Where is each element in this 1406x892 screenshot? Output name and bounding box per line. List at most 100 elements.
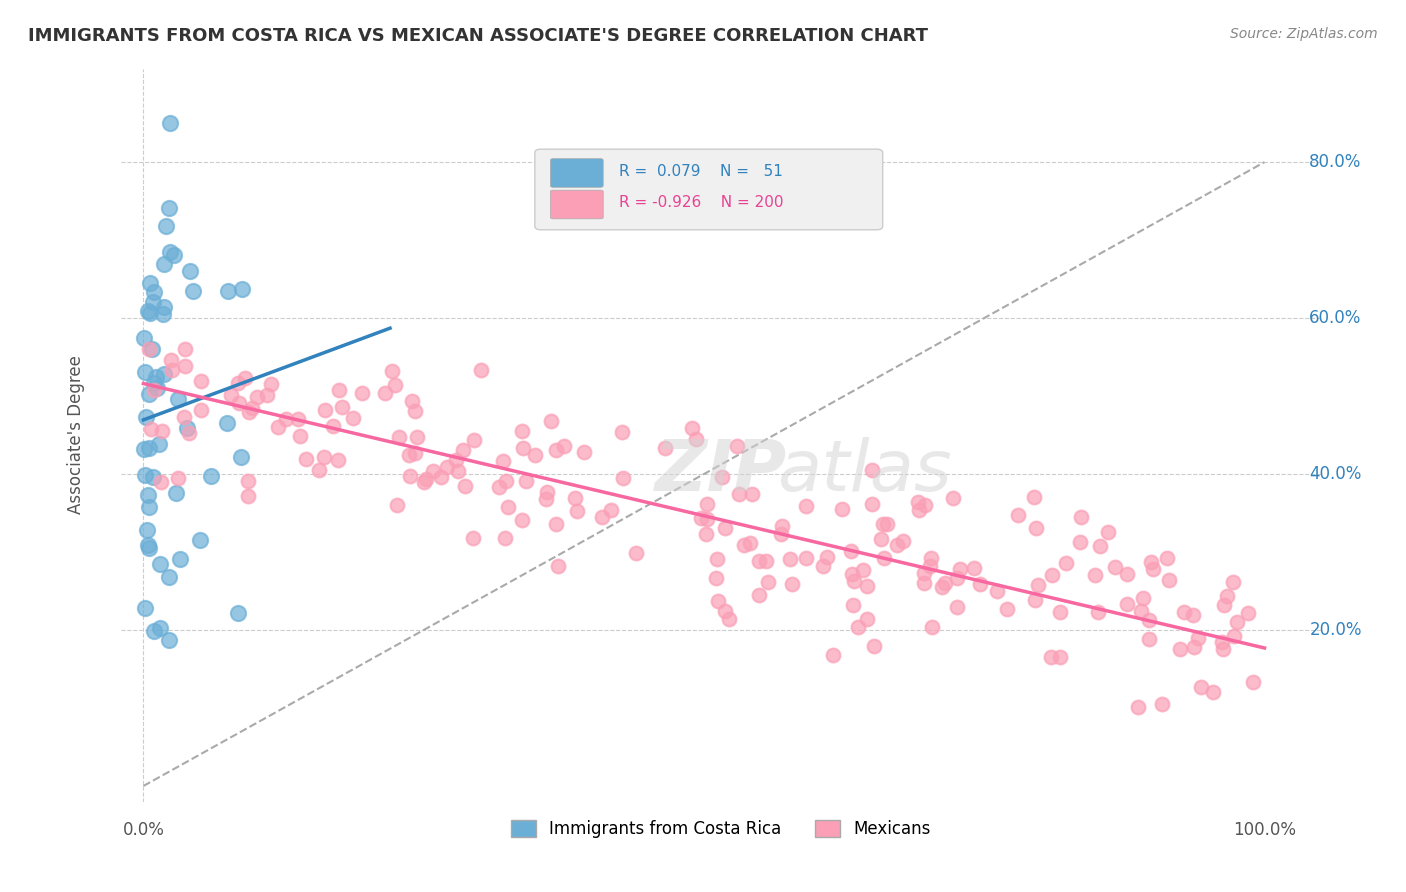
- Point: [1028, 578, 1050, 592]
- Point: [1049, 605, 1071, 619]
- Point: [142, 383, 165, 397]
- Point: [1137, 632, 1160, 647]
- Point: [256, 387, 278, 401]
- Point: [821, 648, 844, 662]
- Point: [352, 386, 374, 401]
- Point: [166, 471, 188, 485]
- Point: [451, 442, 474, 457]
- Text: Associate's Degree: Associate's Degree: [67, 356, 86, 515]
- Point: [846, 619, 869, 633]
- Point: [891, 534, 914, 549]
- Point: [794, 499, 817, 513]
- Point: [1189, 680, 1212, 694]
- Point: [406, 430, 429, 444]
- Point: [912, 576, 935, 591]
- Point: [295, 451, 318, 466]
- Point: [190, 374, 212, 388]
- Point: [387, 498, 409, 512]
- Point: [148, 436, 170, 450]
- Point: [510, 513, 533, 527]
- Point: [553, 439, 575, 453]
- Point: [794, 551, 817, 566]
- Point: [401, 393, 423, 408]
- Point: [173, 359, 195, 374]
- Text: ZIP: ZIP: [655, 437, 787, 506]
- Point: [1222, 574, 1244, 589]
- Point: [907, 495, 929, 509]
- Point: [536, 492, 558, 507]
- Point: [236, 489, 259, 503]
- Point: [138, 276, 160, 290]
- Point: [1116, 597, 1139, 611]
- Point: [142, 469, 165, 483]
- Point: [728, 487, 751, 501]
- Point: [1054, 557, 1077, 571]
- Point: [963, 561, 986, 575]
- Point: [780, 577, 803, 591]
- Point: [463, 433, 485, 447]
- Point: [413, 475, 436, 490]
- Point: [138, 500, 160, 514]
- Point: [564, 491, 586, 505]
- Point: [713, 521, 735, 535]
- Point: [779, 551, 801, 566]
- Point: [1040, 568, 1063, 582]
- Point: [328, 383, 350, 397]
- Point: [1132, 591, 1154, 606]
- Point: [134, 442, 156, 457]
- Point: [136, 488, 159, 502]
- Point: [711, 469, 734, 483]
- Text: 80.0%: 80.0%: [1309, 153, 1362, 171]
- Point: [174, 343, 197, 357]
- Point: [1202, 685, 1225, 699]
- Point: [886, 538, 908, 552]
- Point: [969, 577, 991, 591]
- Point: [314, 403, 336, 417]
- Point: [136, 538, 159, 552]
- Point: [444, 453, 467, 467]
- Text: 60.0%: 60.0%: [1309, 309, 1362, 327]
- Point: [689, 510, 711, 524]
- Point: [190, 402, 212, 417]
- Point: [515, 474, 537, 488]
- Point: [233, 370, 256, 384]
- Point: [510, 424, 533, 438]
- Point: [231, 282, 253, 296]
- Point: [381, 364, 404, 378]
- Point: [931, 580, 953, 594]
- Point: [1007, 508, 1029, 522]
- Point: [173, 409, 195, 424]
- Point: [240, 401, 263, 416]
- Point: [145, 370, 167, 384]
- Point: [704, 571, 727, 585]
- Point: [150, 424, 173, 438]
- Point: [934, 575, 956, 590]
- Point: [995, 602, 1018, 616]
- Point: [842, 599, 865, 613]
- Point: [217, 284, 239, 298]
- Point: [1142, 562, 1164, 576]
- Point: [287, 412, 309, 426]
- Point: [152, 300, 174, 314]
- Point: [842, 574, 865, 588]
- Point: [872, 551, 894, 566]
- Point: [1130, 604, 1153, 618]
- Point: [1024, 490, 1046, 504]
- Point: [326, 452, 349, 467]
- Point: [1126, 700, 1149, 714]
- Point: [429, 470, 451, 484]
- Point: [852, 562, 875, 576]
- Point: [565, 504, 588, 518]
- Point: [179, 426, 201, 441]
- Point: [523, 448, 546, 462]
- Point: [138, 343, 160, 357]
- Point: [1182, 640, 1205, 655]
- Point: [1156, 550, 1178, 565]
- Point: [869, 532, 891, 546]
- Point: [1212, 641, 1234, 656]
- Point: [741, 487, 763, 501]
- Point: [1025, 521, 1047, 535]
- Point: [695, 527, 717, 541]
- Point: [725, 439, 748, 453]
- Point: [163, 248, 186, 262]
